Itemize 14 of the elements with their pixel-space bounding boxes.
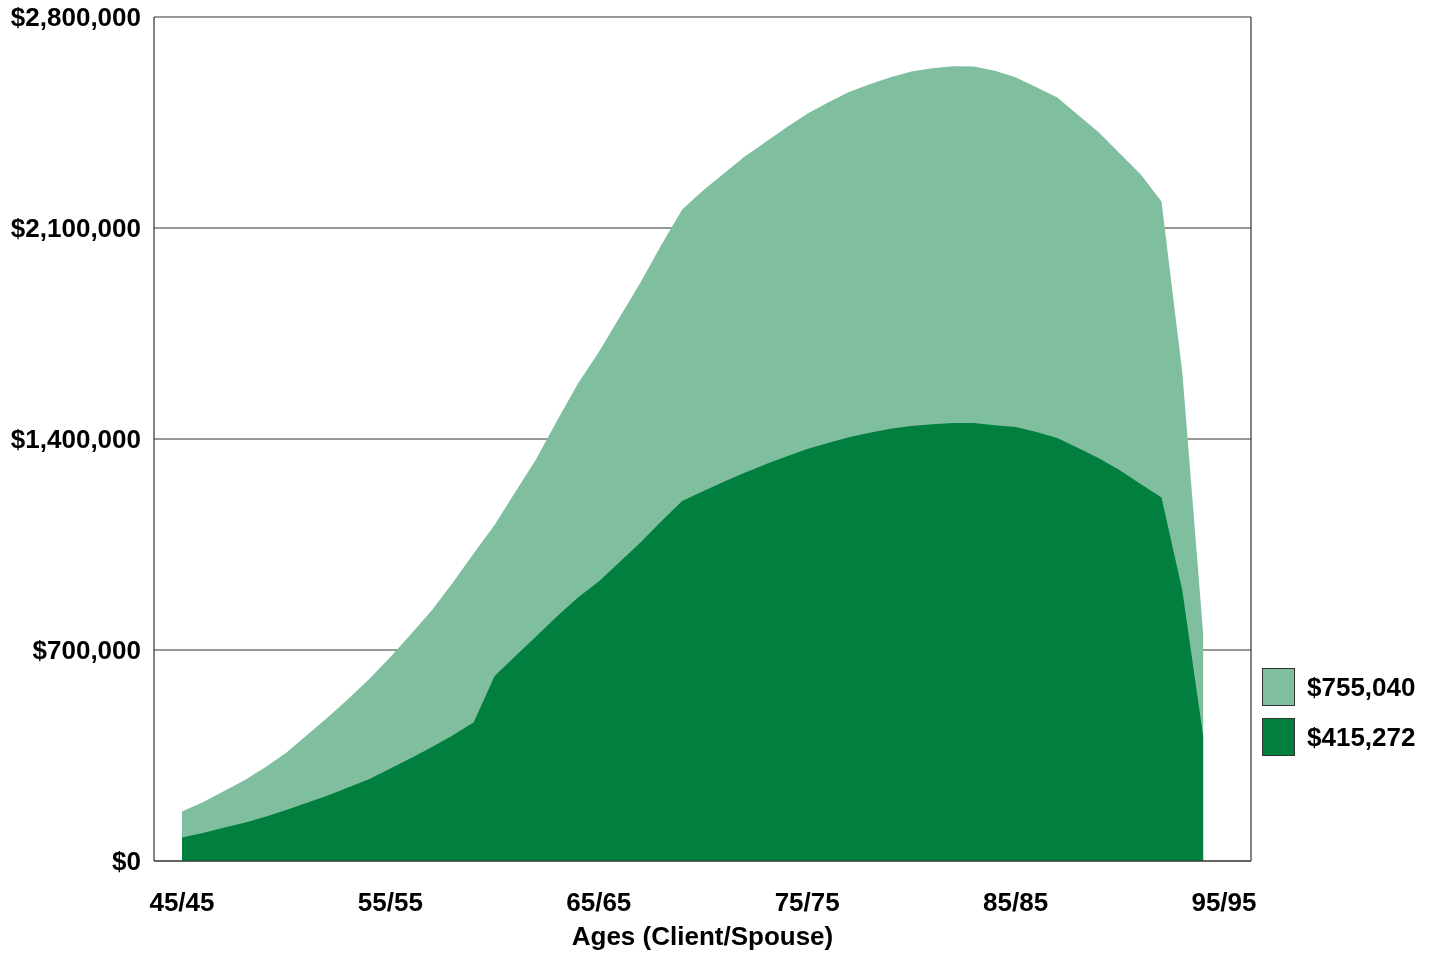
x-tick-label: 75/75: [774, 887, 840, 918]
y-tick-label: $0: [112, 846, 141, 877]
legend-label: $755,040: [1307, 671, 1416, 702]
y-tick-label: $2,100,000: [10, 213, 141, 244]
x-tick-label: 95/95: [1191, 887, 1257, 918]
x-tick-label: 65/65: [566, 887, 632, 918]
x-tick-label: 55/55: [357, 887, 423, 918]
y-tick-label: $2,800,000: [10, 2, 141, 33]
legend-label: $415,272: [1307, 721, 1416, 752]
y-tick-label: $700,000: [32, 635, 141, 666]
x-axis-title: Ages (Client/Spouse): [571, 921, 834, 951]
x-tick-label: 45/45: [149, 887, 215, 918]
x-tick-label: 85/85: [983, 887, 1049, 918]
y-tick-label: $1,400,000: [10, 424, 141, 455]
